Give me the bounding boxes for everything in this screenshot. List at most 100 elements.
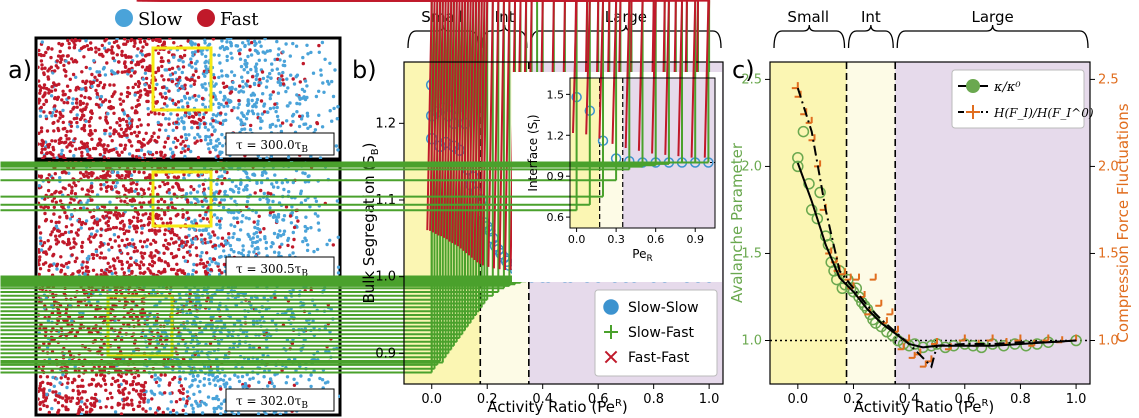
data-point bbox=[797, 125, 810, 138]
particle bbox=[243, 185, 248, 189]
particle bbox=[279, 234, 283, 238]
particle bbox=[80, 400, 84, 404]
particle bbox=[230, 70, 234, 74]
particle bbox=[271, 199, 275, 204]
particle bbox=[215, 365, 220, 369]
particle bbox=[316, 221, 321, 225]
particle bbox=[93, 128, 98, 133]
particle bbox=[179, 142, 183, 146]
particle bbox=[216, 236, 220, 240]
particle bbox=[143, 83, 147, 87]
particle bbox=[161, 410, 165, 415]
particle bbox=[187, 133, 191, 137]
particle bbox=[94, 233, 98, 237]
particle bbox=[242, 114, 246, 118]
particle bbox=[82, 55, 86, 59]
particle bbox=[290, 205, 294, 209]
particle bbox=[152, 272, 156, 277]
particle bbox=[58, 60, 63, 64]
particle bbox=[136, 62, 141, 67]
particle bbox=[74, 38, 79, 43]
inset-y-tick-label: 0.9 bbox=[547, 170, 565, 183]
particle bbox=[64, 262, 69, 266]
particle bbox=[171, 128, 175, 132]
panel-b-label: b) bbox=[352, 56, 377, 84]
particle bbox=[217, 141, 222, 146]
particle bbox=[178, 397, 182, 402]
particle bbox=[222, 94, 227, 99]
particle bbox=[116, 170, 120, 175]
particle bbox=[255, 72, 260, 77]
particle bbox=[244, 216, 248, 220]
particle bbox=[38, 98, 42, 103]
particle bbox=[238, 319, 242, 323]
particle bbox=[196, 132, 200, 137]
particle bbox=[142, 388, 146, 392]
particle bbox=[165, 104, 169, 108]
data-point bbox=[803, 178, 815, 190]
particle bbox=[82, 142, 87, 146]
particle bbox=[206, 128, 210, 132]
particle bbox=[46, 75, 50, 79]
particle bbox=[272, 106, 276, 110]
particle bbox=[160, 64, 164, 69]
particle bbox=[130, 144, 134, 148]
particle bbox=[268, 49, 272, 53]
particle bbox=[145, 42, 149, 47]
particle bbox=[143, 39, 147, 44]
particle bbox=[277, 47, 281, 51]
x-tick-label: 1.0 bbox=[1066, 392, 1087, 407]
particle bbox=[89, 232, 94, 236]
particle bbox=[251, 240, 255, 245]
particle bbox=[186, 144, 191, 149]
particle bbox=[38, 258, 42, 262]
particle bbox=[196, 155, 201, 159]
particle bbox=[202, 383, 206, 387]
particle bbox=[168, 73, 173, 77]
particle bbox=[167, 383, 171, 387]
particle bbox=[241, 248, 245, 252]
particle bbox=[328, 61, 332, 65]
data-point bbox=[0, 0, 591, 206]
particle bbox=[209, 268, 213, 272]
particle bbox=[181, 139, 185, 144]
particle bbox=[52, 212, 56, 216]
particle bbox=[284, 205, 289, 209]
particle bbox=[302, 95, 306, 99]
particle bbox=[105, 267, 109, 272]
particle bbox=[190, 126, 194, 130]
particle bbox=[38, 375, 43, 379]
particle bbox=[220, 181, 224, 186]
particle bbox=[175, 113, 180, 117]
particle bbox=[273, 296, 277, 300]
particle bbox=[299, 191, 303, 196]
particle bbox=[110, 94, 114, 99]
particle bbox=[312, 249, 316, 254]
particle bbox=[142, 385, 146, 389]
particle bbox=[139, 219, 143, 223]
particle bbox=[285, 338, 290, 342]
particle bbox=[72, 40, 76, 44]
particle bbox=[140, 231, 144, 235]
particle bbox=[238, 84, 242, 88]
particle bbox=[131, 407, 136, 412]
particle bbox=[251, 172, 255, 177]
particle bbox=[58, 110, 62, 115]
y-axis-label-sub: B bbox=[370, 148, 381, 155]
particle bbox=[156, 206, 160, 210]
particle bbox=[87, 132, 91, 137]
particle bbox=[187, 396, 191, 401]
particle bbox=[169, 400, 173, 404]
particle bbox=[140, 254, 144, 259]
particle bbox=[99, 187, 103, 191]
particle bbox=[189, 185, 193, 189]
y-tick-label: 0.9 bbox=[375, 346, 396, 361]
particle bbox=[79, 46, 84, 51]
particle bbox=[338, 394, 340, 398]
particle bbox=[320, 125, 325, 129]
particle bbox=[334, 144, 339, 148]
particle bbox=[161, 221, 165, 225]
particle bbox=[173, 136, 178, 140]
particle bbox=[118, 214, 123, 218]
particle bbox=[253, 225, 257, 230]
